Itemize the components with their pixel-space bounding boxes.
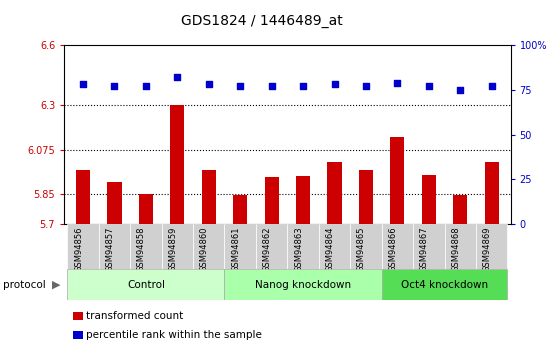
Text: GSM94862: GSM94862 — [263, 227, 272, 272]
Bar — [296, 176, 310, 224]
Text: GSM94860: GSM94860 — [200, 227, 209, 272]
Text: Oct4 knockdown: Oct4 knockdown — [401, 280, 488, 289]
Point — [267, 83, 276, 89]
Point — [456, 87, 465, 92]
Point — [204, 81, 213, 87]
Bar — [287, 224, 319, 269]
Bar — [413, 224, 445, 269]
Bar — [130, 224, 162, 269]
Bar — [382, 224, 413, 269]
Bar — [264, 177, 279, 224]
Text: Control: Control — [127, 280, 165, 289]
Point — [173, 75, 182, 80]
Bar — [201, 170, 216, 224]
Text: GSM94868: GSM94868 — [451, 227, 460, 272]
Text: ▶: ▶ — [52, 280, 60, 289]
Text: GSM94858: GSM94858 — [137, 227, 146, 272]
Point — [141, 83, 150, 89]
Bar — [68, 269, 224, 300]
Bar — [233, 195, 247, 224]
Text: GSM94867: GSM94867 — [420, 227, 429, 272]
Point — [110, 83, 119, 89]
Point — [362, 83, 371, 89]
Bar — [391, 137, 405, 224]
Bar — [328, 162, 341, 224]
Bar — [445, 224, 476, 269]
Bar — [170, 105, 184, 224]
Text: transformed count: transformed count — [86, 311, 184, 321]
Bar — [224, 224, 256, 269]
Bar — [76, 170, 90, 224]
Bar — [256, 224, 287, 269]
Point — [235, 83, 244, 89]
Bar — [162, 224, 193, 269]
Bar — [422, 175, 436, 224]
Point — [393, 80, 402, 85]
Bar — [139, 194, 153, 224]
Bar — [193, 224, 224, 269]
Text: GSM94863: GSM94863 — [294, 227, 303, 272]
Text: protocol: protocol — [3, 280, 46, 289]
Bar — [476, 224, 507, 269]
Text: GSM94856: GSM94856 — [74, 227, 83, 272]
Text: GSM94861: GSM94861 — [231, 227, 240, 272]
Bar — [224, 269, 382, 300]
Bar — [107, 183, 122, 224]
Text: GSM94857: GSM94857 — [105, 227, 114, 272]
Bar — [453, 195, 468, 224]
Point — [330, 81, 339, 87]
Point — [79, 81, 88, 87]
Text: GSM94865: GSM94865 — [357, 227, 366, 272]
Bar — [68, 224, 99, 269]
Bar — [382, 269, 507, 300]
Text: GSM94869: GSM94869 — [483, 227, 492, 272]
Point — [425, 83, 434, 89]
Bar — [485, 162, 499, 224]
Text: GDS1824 / 1446489_at: GDS1824 / 1446489_at — [181, 14, 343, 28]
Point — [299, 83, 307, 89]
Point — [487, 83, 496, 89]
Bar — [350, 224, 382, 269]
Text: GSM94866: GSM94866 — [388, 227, 397, 272]
Text: GSM94859: GSM94859 — [169, 227, 177, 272]
Bar — [319, 224, 350, 269]
Text: Nanog knockdown: Nanog knockdown — [255, 280, 351, 289]
Text: percentile rank within the sample: percentile rank within the sample — [86, 330, 262, 339]
Bar — [99, 224, 130, 269]
Text: GSM94864: GSM94864 — [325, 227, 335, 272]
Bar — [359, 170, 373, 224]
